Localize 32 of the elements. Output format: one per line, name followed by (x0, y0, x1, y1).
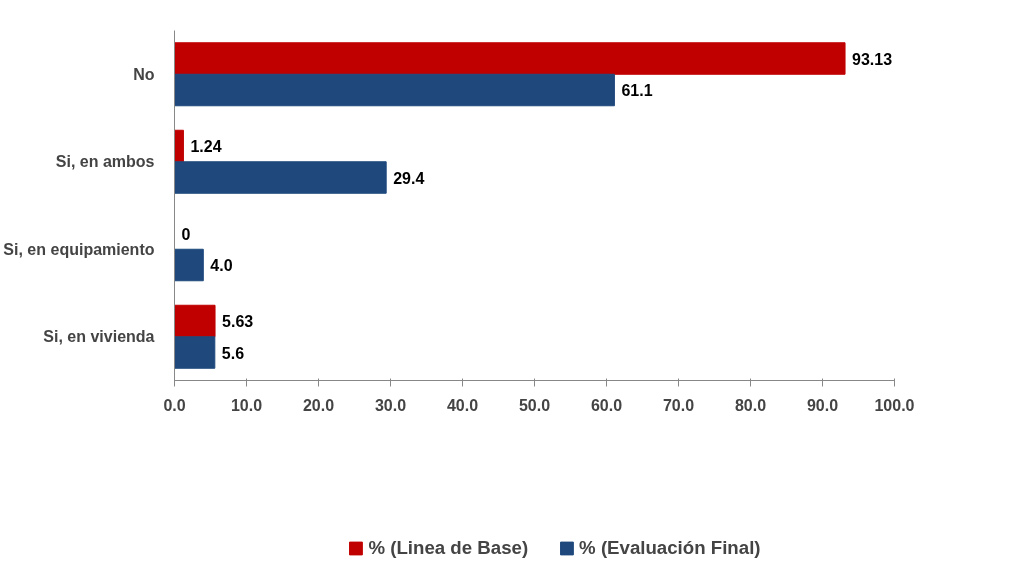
x-tick-label: 80.0 (734, 396, 767, 414)
bar (174, 304, 216, 338)
y-tick-label: No (133, 65, 155, 83)
legend-label: % (Linea de Base) (368, 536, 529, 559)
x-tick-label: 40.0 (446, 396, 479, 414)
data-label: 0 (181, 225, 191, 243)
bar (174, 42, 846, 75)
bar (174, 73, 615, 107)
x-tick-label: 70.0 (662, 396, 695, 414)
data-label: 5.63 (222, 313, 254, 330)
data-label: 29.4 (393, 169, 425, 187)
data-label: 1.24 (190, 138, 222, 155)
x-tick-label: 60.0 (590, 396, 623, 414)
x-tick-label: 90.0 (806, 396, 839, 414)
x-tick-label: 20.0 (302, 396, 335, 414)
y-tick-label: Si, en vivienda (43, 328, 155, 346)
x-tick-label: 30.0 (374, 396, 407, 414)
data-label: 5.6 (221, 344, 245, 362)
y-tick-label: Si, en equipamiento (3, 240, 155, 258)
bar (174, 161, 387, 194)
legend-label: % (Evaluación Final) (579, 536, 761, 559)
bar (174, 129, 184, 163)
bar (174, 336, 216, 369)
x-tick-label: 10.0 (230, 396, 263, 414)
data-label: 93.13 (852, 50, 893, 68)
x-tick-label: 0.0 (163, 396, 186, 414)
data-label: 61.1 (621, 82, 653, 99)
x-tick-label: 50.0 (518, 396, 551, 414)
y-tick-label: Si, en ambos (55, 153, 155, 171)
data-label: 4.0 (210, 257, 233, 274)
bar (174, 248, 204, 282)
x-tick-label: 100.0 (874, 396, 915, 414)
